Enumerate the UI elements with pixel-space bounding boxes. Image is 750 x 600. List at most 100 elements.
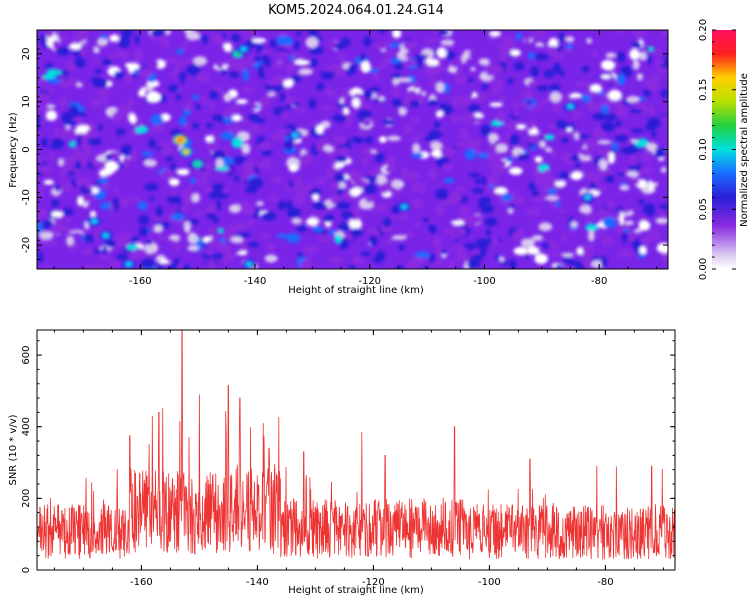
spectrogram-blob (280, 128, 292, 133)
spectrogram-blob (61, 112, 73, 124)
spectrogram-blob (414, 56, 424, 68)
spectrogram-x-tick-label: -120 (358, 276, 381, 287)
spectrogram-blob (330, 160, 337, 166)
spectrogram-x-tick-label: -160 (129, 276, 152, 287)
spectrogram-blob (534, 175, 550, 186)
spectrogram-blob (598, 208, 608, 220)
spectrogram-blob (169, 234, 181, 242)
spectrogram-blob (48, 152, 55, 160)
spectrogram-blob (487, 144, 497, 151)
spectrogram-blob (250, 123, 260, 133)
spectrogram-blob (615, 225, 626, 234)
spectrogram-hotspot (126, 262, 132, 267)
spectrogram-blob (197, 178, 209, 186)
spectrogram-blob (624, 220, 634, 226)
spectrogram-blob (378, 95, 386, 102)
spectrogram-blob (365, 135, 373, 145)
spectrogram-blob (597, 232, 608, 237)
spectrogram-blob (463, 113, 477, 126)
spectrogram-blob (155, 205, 163, 218)
spectrogram-blob (636, 73, 644, 81)
spectrogram-blob (294, 59, 310, 66)
spectrogram-blob (215, 199, 222, 211)
spectrogram-blob (138, 226, 149, 237)
spectrogram-blob (200, 172, 210, 178)
spectrogram-blob (578, 134, 591, 139)
spectrogram-blob (122, 74, 134, 83)
spectrogram-blob (67, 170, 76, 176)
spectrogram-blob (488, 38, 497, 44)
spectrogram-blob (286, 233, 301, 244)
spectrogram-blob (61, 224, 71, 235)
spectrogram-blob (494, 187, 508, 194)
spectrogram-blob (535, 42, 544, 47)
spectrogram-blob (531, 30, 547, 39)
spectrogram-blob (411, 152, 424, 159)
spectrogram-blob (406, 89, 418, 101)
spectrogram-blob (561, 136, 569, 144)
spectrogram-blob (367, 228, 380, 237)
spectrogram-y-label: Frequency (Hz) (8, 112, 19, 188)
spectrogram-blob (495, 144, 508, 153)
spectrogram-blob (487, 151, 500, 160)
spectrogram-blob (526, 207, 541, 216)
spectrogram-blob (585, 223, 599, 232)
spectrogram-hotspot (183, 149, 189, 154)
spectrogram-blob (226, 125, 241, 133)
spectrogram-blob (568, 229, 576, 234)
spectrogram-y-tick-label: 20 (21, 48, 32, 61)
spectrogram-blob (392, 30, 402, 39)
spectrogram-blob (369, 87, 381, 92)
spectrogram-blob (424, 65, 440, 78)
snr-x-tick-label: -100 (478, 577, 501, 588)
spectrogram-blob (480, 247, 487, 256)
spectrogram-blob (37, 76, 46, 87)
spectrogram-blob (589, 182, 597, 191)
spectrogram-blob (296, 224, 308, 233)
spectrogram-blob (442, 248, 447, 256)
spectrogram-blob (507, 77, 514, 84)
spectrogram-blob (184, 123, 191, 129)
spectrogram-blob (489, 102, 504, 107)
spectrogram-blob (459, 205, 471, 215)
spectrogram-blob (476, 152, 489, 159)
spectrogram-blob (626, 95, 640, 103)
spectrogram-blob (266, 242, 275, 252)
spectrogram-blob (539, 140, 547, 149)
spectrogram-blob (480, 124, 491, 137)
spectrogram-blob (57, 33, 68, 43)
spectrogram-blob (113, 70, 125, 80)
spectrogram-blob (660, 89, 668, 99)
spectrogram-blob (581, 244, 595, 252)
spectrogram-blob (475, 238, 490, 249)
spectrogram-blob (65, 60, 77, 72)
spectrogram-blob (605, 113, 617, 122)
spectrogram-blob (481, 176, 487, 186)
colorbar-tick-label: 0.10 (698, 138, 709, 160)
spectrogram-blob (165, 30, 171, 36)
spectrogram-blob (410, 198, 424, 209)
spectrogram-blob (440, 146, 455, 158)
spectrogram-blob (210, 253, 225, 259)
spectrogram-hotspot (401, 204, 407, 209)
spectrogram-blob (93, 77, 108, 89)
spectrogram-blob (391, 235, 407, 241)
spectrogram-blob (654, 147, 666, 159)
spectrogram-blob (338, 146, 350, 156)
spectrogram-blob (107, 260, 120, 269)
spectrogram-blob (385, 156, 396, 168)
spectrogram-blob (493, 159, 507, 169)
spectrogram-blob (456, 250, 463, 262)
spectrogram-blob (585, 91, 600, 97)
spectrogram-blob (153, 60, 159, 69)
spectrogram-blob (600, 59, 615, 71)
spectrogram-blob (319, 104, 334, 110)
spectrogram-blob (253, 56, 262, 62)
spectrogram-blob (176, 168, 190, 176)
spectrogram-blob (561, 232, 568, 245)
spectrogram-blob (528, 51, 535, 60)
spectrogram-blob (459, 127, 470, 140)
spectrogram-blob (545, 134, 555, 141)
spectrogram-blob (494, 254, 501, 261)
spectrogram-blob (374, 153, 386, 163)
